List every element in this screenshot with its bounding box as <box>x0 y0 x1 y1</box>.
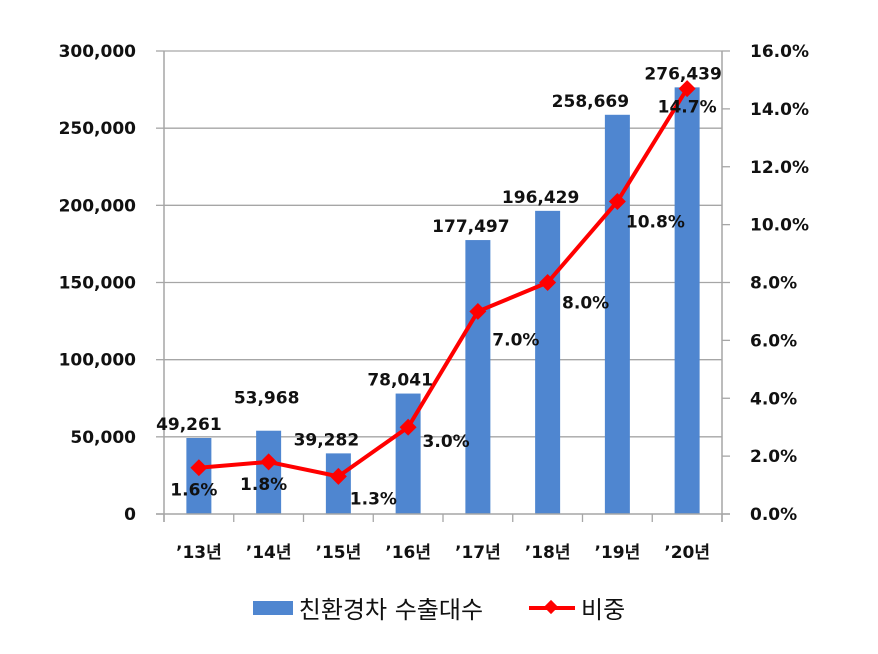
diamond-marker-icon <box>539 274 557 291</box>
line-value-label: 7.0% <box>492 330 539 350</box>
left-axis-tick: 50,000 <box>70 428 136 448</box>
bar <box>604 114 630 515</box>
x-axis-label: ’17년 <box>455 543 501 563</box>
right-axis-tick: 0.0% <box>750 505 797 525</box>
x-axis-label: ’20년 <box>664 543 710 563</box>
bar <box>465 240 491 514</box>
bar <box>674 87 700 514</box>
right-axis-tick: 12.0% <box>750 158 809 178</box>
legend-item-line: 비중 <box>529 590 625 625</box>
line-value-label: 1.3% <box>350 489 397 509</box>
bar-value-label: 258,669 <box>552 92 629 112</box>
x-axis-label: ’15년 <box>315 543 361 563</box>
bar-value-label: 196,429 <box>502 188 579 208</box>
bar <box>256 430 282 514</box>
right-axis-tick: 16.0% <box>750 42 809 62</box>
diamond-marker-icon <box>260 453 278 471</box>
line-value-label: 10.8% <box>626 212 685 232</box>
bar-series <box>186 87 700 515</box>
x-axis-label: ’19년 <box>594 543 640 563</box>
axes: 0 50,000 100,000 150,000 200,000 250,000 300,0… <box>59 42 809 563</box>
x-axis-label: ’14년 <box>246 543 292 563</box>
bar-value-label: 39,282 <box>294 430 360 450</box>
line-value-label: 3.0% <box>423 432 470 452</box>
right-axis-tick: 6.0% <box>750 331 797 351</box>
right-axis-tick: 14.0% <box>750 100 809 120</box>
diamond-marker-icon <box>329 467 347 485</box>
diamond-marker-icon <box>399 418 417 436</box>
diamond-marker-icon <box>608 192 626 210</box>
line-series <box>190 80 696 485</box>
x-axis-label: ’13년 <box>176 543 222 563</box>
bar-value-label: 78,041 <box>367 371 433 391</box>
legend-bar-label: 친환경차 수출대수 <box>298 596 484 624</box>
line-value-label: 1.8% <box>240 475 287 495</box>
bar-value-label: 49,261 <box>156 415 222 435</box>
line-value-label: 1.6% <box>170 481 217 501</box>
bar <box>535 210 561 514</box>
right-axis-tick: 2.0% <box>750 447 797 467</box>
left-axis-tick: 200,000 <box>59 196 137 216</box>
right-axis-tick: 10.0% <box>750 216 809 236</box>
bar-value-label: 177,497 <box>432 217 509 237</box>
legend: 친환경차 수출대수 비중 <box>0 590 878 625</box>
diamond-marker-icon <box>469 302 487 320</box>
left-axis-tick: 0 <box>124 505 136 525</box>
line-diamond-swatch-icon <box>529 601 576 615</box>
left-axis-tick: 100,000 <box>59 351 137 371</box>
diamond-marker-icon <box>190 459 208 477</box>
x-axis-label: ’18년 <box>525 543 571 563</box>
line-value-label: 8.0% <box>562 294 609 314</box>
bar-value-label: 53,968 <box>234 389 300 409</box>
legend-item-bars: 친환경차 수출대수 <box>252 590 484 625</box>
legend-line-label: 비중 <box>581 596 626 624</box>
right-axis-tick: 4.0% <box>750 389 797 409</box>
data-labels: 49,261 53,968 39,282 78,041 177,497 196,429 25… <box>156 64 722 509</box>
bar-value-label: 276,439 <box>644 64 721 84</box>
line-value-label: 14.7% <box>658 98 717 118</box>
x-axis-label: ’16년 <box>385 543 431 563</box>
diamond-marker-icon <box>678 80 696 98</box>
left-axis-tick: 250,000 <box>59 119 137 139</box>
left-axis-tick: 150,000 <box>59 274 137 294</box>
left-axis-tick: 300,000 <box>59 42 137 62</box>
gridlines <box>164 50 722 438</box>
right-axis-tick: 8.0% <box>750 274 797 294</box>
bar-swatch-icon <box>252 600 293 615</box>
